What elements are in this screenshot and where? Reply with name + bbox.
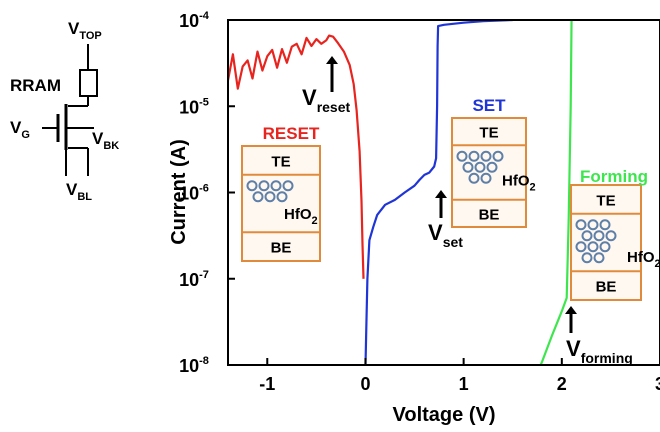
oxygen-vacancy-dot [258,180,270,192]
oxygen-vacancy-dot [486,161,498,173]
vbl-label: VBL [66,180,92,203]
threshold-label-forming: Vforming [566,336,633,366]
oxygen-vacancy-dot [581,230,593,242]
device-inset-reset: RESET TE BE HfO2 [241,124,321,262]
oxygen-vacancy-dot [575,219,587,231]
y-tick-label: 10-7 [179,269,209,290]
oxygen-vacancy-dot [468,172,480,184]
oxygen-vacancy-dot [276,191,288,203]
inset-oxide-label: HfO2 [502,172,536,193]
inset-title: SET [472,96,506,115]
inset-top-electrode-label: TE [271,153,290,170]
inset-title: RESET [263,124,320,143]
threshold-arrowhead [435,190,447,198]
oxygen-vacancy-dot [480,150,492,162]
inset-box [241,145,321,262]
inset-top-electrode-label: TE [596,192,615,209]
inset-top-electrode-label: TE [479,125,498,142]
threshold-label-reset: Vreset [302,85,350,115]
x-tick-label: -1 [259,374,275,394]
rram-element [79,69,98,97]
inset-bottom-electrode-label: BE [271,240,292,257]
oxygen-vacancy-dot [599,241,611,253]
series-line-reset [228,34,365,279]
oxygen-vacancy-dot [456,150,468,162]
x-tick-label: 0 [360,374,370,394]
oxygen-vacancy-dot [468,150,480,162]
oxygen-vacancy-dot [599,219,611,231]
oxygen-vacancy-dot [575,241,587,253]
series-layer [228,20,573,365]
oxygen-vacancy-dot [605,230,617,242]
oxygen-vacancy-dot [252,191,264,203]
annotation-layer: Vreset Vset Vforming [302,56,633,366]
vbk-label: VBK [92,129,119,152]
inset-bottom-electrode-label: BE [479,206,500,223]
y-tick-label: 10-6 [179,183,209,204]
series-line-forming [539,20,573,365]
oxygen-vacancy-dot [282,180,294,192]
rram-label: RRAM [10,76,61,95]
oxygen-vacancy-dot [264,191,276,203]
oxygen-vacancy-dot [480,172,492,184]
oxygen-vacancy-dot [593,230,605,242]
inset-box [451,117,527,228]
series-line-set [364,20,513,365]
circuit-schematic [42,44,98,176]
y-tick-label: 10-4 [179,10,210,31]
x-tick-label: 3 [655,374,660,394]
oxygen-vacancy-dot [492,150,504,162]
threshold-arrowhead [565,306,577,314]
device-inset-forming: Forming TE BE HfO2 [570,167,660,301]
inset-bottom-electrode-label: BE [596,279,617,296]
oxygen-vacancy-dot [270,180,282,192]
oxygen-vacancy-dot [587,241,599,253]
oxygen-vacancy-dot [246,180,258,192]
oxygen-vacancy-dot [587,219,599,231]
oxygen-vacancy-dot [462,161,474,173]
vtop-label: VTOP [68,19,102,42]
oxygen-vacancy-dot [593,252,605,264]
oxygen-vacancy-dot [474,161,486,173]
y-axis-label: Current (A) [168,139,190,245]
y-tick-label: 10-5 [179,96,209,117]
x-tick-label: 2 [557,374,567,394]
x-axis-label: Voltage (V) [393,404,496,426]
inset-title: Forming [580,167,648,186]
inset-oxide-label: HfO2 [627,249,660,270]
tick-layer: -1 0 1 2 3 10-8 10-7 10-6 10-5 10-4 [179,10,660,394]
threshold-arrowhead [326,56,338,64]
chart: RESETTEBEHfO2SETTEBEHfO2FormingTEBEHfO2 … [168,10,660,426]
y-tick-label: 10-8 [179,355,209,376]
inset-oxide-label: HfO2 [284,206,318,227]
oxygen-vacancy-dot [581,252,593,264]
threshold-label-set: Vset [428,220,463,250]
x-tick-label: 1 [459,374,469,394]
vg-label: VG [10,118,30,141]
